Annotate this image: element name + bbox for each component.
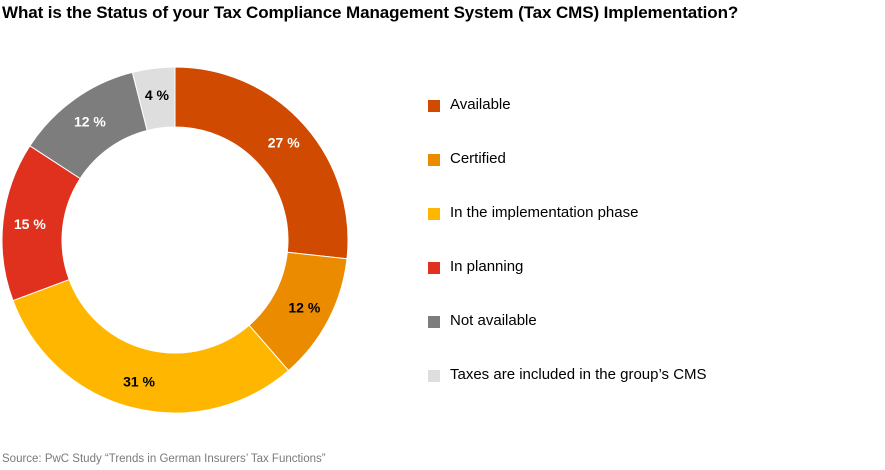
legend-swatch [428,316,440,328]
legend-swatch [428,154,440,166]
slice-value-label: 12 % [74,113,106,129]
legend-label: Not available [450,312,537,329]
slice-value-label: 12 % [288,300,320,316]
source-note: Source: PwC Study “Trends in German Insu… [2,453,326,465]
legend-swatch [428,370,440,382]
legend-label: Available [450,96,511,113]
chart-title: What is the Status of your Tax Complianc… [2,3,739,22]
slice-value-label: 15 % [14,216,46,232]
legend-swatch [428,262,440,274]
legend-label: Certified [450,150,506,167]
slice-value-label: 4 % [145,87,170,103]
donut-slice-available [174,66,349,260]
legend-label: Taxes are included in the group’s CMS [450,366,707,383]
legend-swatch [428,208,440,220]
slice-value-label: 27 % [268,135,300,151]
legend-label: In planning [450,258,524,275]
donut-chart: 27 % 12 % 31 % 15 % 12 % 4 % [1,66,349,414]
donut-slice-taxes-are-included-in-the-group-s-cms [131,66,176,132]
legend-label: In the implementation phase [450,204,639,221]
legend-swatch [428,100,440,112]
slice-value-label: 31 % [123,374,155,390]
donut-slice-in-the-implementation-phase [12,278,290,414]
